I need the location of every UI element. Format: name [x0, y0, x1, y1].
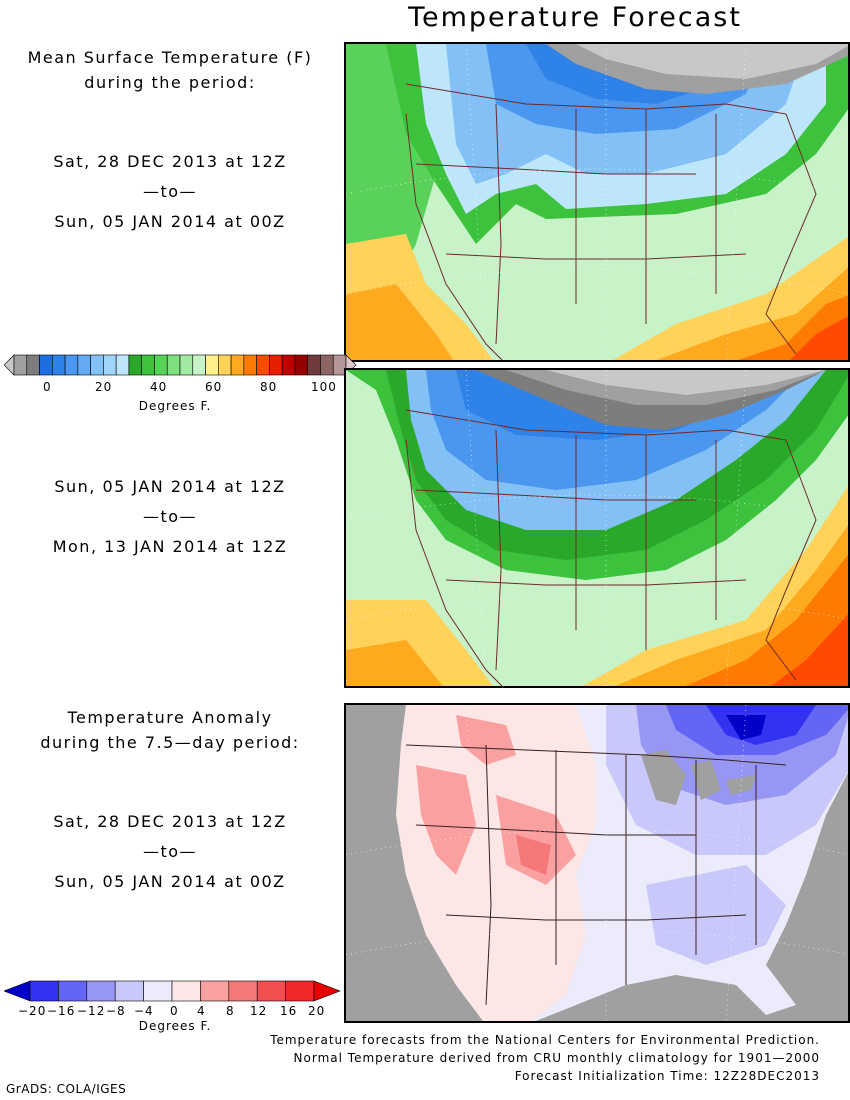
- tempbar-swatch: [179, 354, 194, 376]
- anom-tick-neg12: −12: [77, 1004, 106, 1018]
- panel1-heading-line1: Mean Surface Temperature (F): [27, 48, 313, 67]
- anom-tick-12: 12: [250, 1004, 268, 1018]
- temperature-colorbar-ticks: 0 20 40 60 80 100: [0, 380, 360, 396]
- panel1-heading-line2: during the period:: [84, 73, 256, 92]
- anom-tick-neg4: −4: [134, 1004, 154, 1018]
- tempbar-swatch: [294, 354, 308, 376]
- tempbar-swatch: [256, 354, 270, 376]
- panel3-end-time: Sun, 05 JAN 2014 at 00Z: [54, 872, 286, 891]
- panel2-to: —to—: [142, 507, 198, 526]
- anomaly-colorbar-unit: Degrees F.: [138, 1019, 212, 1033]
- tempbar-swatch: [218, 354, 232, 376]
- anom-tick-neg8: −8: [106, 1004, 126, 1018]
- panel2-end-time: Mon, 13 JAN 2014 at 12Z: [52, 537, 288, 556]
- anomaly-map: [344, 703, 850, 1023]
- tempbar-swatch: [205, 354, 219, 376]
- credit-line-1: Temperature forecasts from the National …: [270, 1033, 820, 1047]
- temp-tick-80: 80: [260, 380, 278, 394]
- tempbar-swatch: [141, 354, 155, 376]
- anom-tick-20: 20: [308, 1004, 326, 1018]
- tempbar-swatch: [307, 354, 321, 376]
- credit-line-2: Normal Temperature derived from CRU mont…: [293, 1051, 820, 1065]
- anom-tick-0: 0: [170, 1004, 179, 1018]
- tempbar-swatch: [243, 354, 257, 376]
- credit-line-3: Forecast Initialization Time: 12Z28DEC20…: [514, 1069, 820, 1083]
- panel3-start-time: Sat, 28 DEC 2013 at 12Z: [53, 812, 287, 831]
- tempbar-swatch: [39, 354, 53, 376]
- tempbar-swatch: [52, 354, 66, 376]
- panel1-start-time: Sat, 28 DEC 2013 at 12Z: [53, 152, 287, 171]
- temp-tick-100: 100: [311, 380, 337, 394]
- tempbar-swatch: [166, 354, 181, 376]
- panel1-to: —to—: [142, 182, 198, 201]
- anombar-swatch: [228, 980, 258, 1002]
- anom-tick-neg16: −16: [47, 1004, 76, 1018]
- anombar-swatch: [114, 980, 144, 1002]
- panel1-end-time: Sun, 05 JAN 2014 at 00Z: [54, 212, 286, 231]
- anombar-swatch: [200, 980, 230, 1002]
- tempbar-swatch: [128, 354, 142, 376]
- tempbar-swatch: [192, 354, 206, 376]
- tempbar-swatch: [26, 354, 40, 376]
- anombar-swatch: [29, 980, 59, 1002]
- temp-tick-0: 0: [43, 380, 52, 394]
- tempbar-swatch: [154, 354, 168, 376]
- page-title: Temperature Forecast: [408, 2, 742, 33]
- temp-tick-40: 40: [150, 380, 168, 394]
- anom-tick-16: 16: [280, 1004, 298, 1018]
- panel3-heading-line2: during the 7.5—day period:: [40, 733, 300, 752]
- anomaly-colorbar: [4, 980, 344, 1002]
- anombar-swatch: [58, 980, 88, 1002]
- anombar-swatch: [313, 980, 341, 1002]
- tempbar-swatch: [4, 354, 15, 376]
- temperature-colorbar-unit: Degrees F.: [138, 399, 212, 413]
- anombar-swatch: [285, 980, 315, 1002]
- forecast-map-week1: [344, 42, 850, 362]
- anombar-swatch: [86, 980, 116, 1002]
- tempbar-swatch: [103, 354, 117, 376]
- anombar-swatch: [171, 980, 201, 1002]
- temperature-colorbar: [4, 354, 360, 376]
- tempbar-swatch: [269, 354, 283, 376]
- temp-tick-60: 60: [205, 380, 223, 394]
- panel2-start-time: Sun, 05 JAN 2014 at 12Z: [54, 477, 286, 496]
- tempbar-swatch: [115, 354, 130, 376]
- panel3-to: —to—: [142, 842, 198, 861]
- anombar-swatch: [4, 980, 31, 1002]
- tempbar-swatch: [230, 354, 245, 376]
- tempbar-swatch: [13, 354, 28, 376]
- anomaly-colorbar-ticks: −20 −16 −12 −8 −4 0 4 8 12 16 20: [0, 1004, 350, 1020]
- tempbar-swatch: [77, 354, 91, 376]
- tempbar-swatch: [320, 354, 334, 376]
- temp-tick-20: 20: [95, 380, 113, 394]
- grads-credit: GrADS: COLA/IGES: [6, 1082, 127, 1096]
- tempbar-swatch: [64, 354, 79, 376]
- anom-tick-8: 8: [226, 1004, 235, 1018]
- anombar-swatch: [256, 980, 286, 1002]
- panel3-heading-line1: Temperature Anomaly: [67, 708, 273, 727]
- tempbar-swatch: [90, 354, 104, 376]
- tempbar-swatch: [281, 354, 296, 376]
- forecast-map-week2: [344, 368, 850, 688]
- anombar-swatch: [143, 980, 173, 1002]
- anom-tick-4: 4: [197, 1004, 206, 1018]
- anom-tick-neg20: −20: [18, 1004, 47, 1018]
